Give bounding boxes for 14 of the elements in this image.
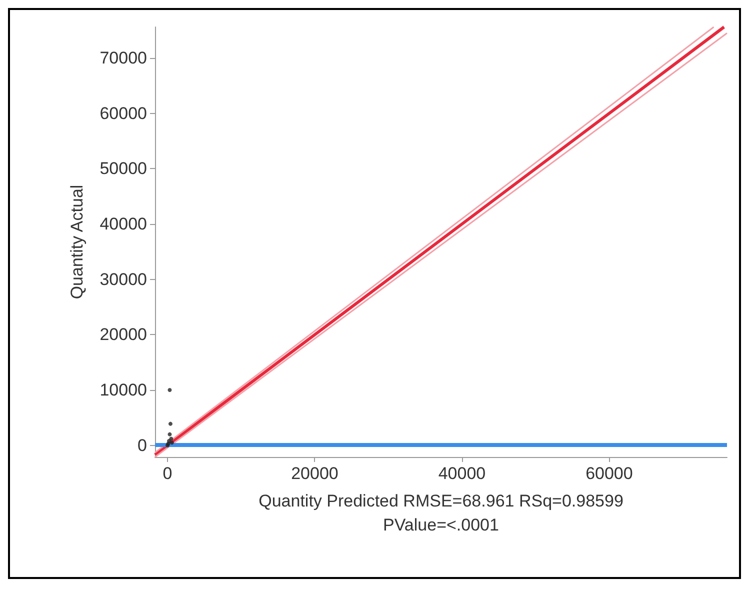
y-tick-label: 70000 xyxy=(100,48,147,68)
y-axis-title: Quantity Actual xyxy=(67,184,86,300)
x-axis-title: Quantity Predicted RMSE=68.961 RSq=0.98599 PValue=<.0001 xyxy=(258,492,624,534)
y-tick-label: 60000 xyxy=(100,104,147,123)
y-tick-label: 30000 xyxy=(100,270,147,289)
x-tick-label: 20000 xyxy=(291,464,338,483)
y-tick-label: 0 xyxy=(138,436,147,455)
y-tick-label: 50000 xyxy=(100,159,147,178)
y-tick-label: 40000 xyxy=(100,214,147,234)
x-tick-label: 60000 xyxy=(586,464,633,483)
y-tick-label: 10000 xyxy=(100,380,147,400)
x-tick-label: 40000 xyxy=(438,464,486,483)
y-tick-label: 20000 xyxy=(100,325,147,344)
x-tick-label: 0 xyxy=(162,464,172,483)
